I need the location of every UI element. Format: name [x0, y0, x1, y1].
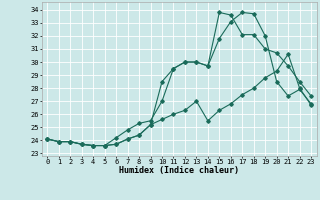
X-axis label: Humidex (Indice chaleur): Humidex (Indice chaleur)	[119, 166, 239, 175]
